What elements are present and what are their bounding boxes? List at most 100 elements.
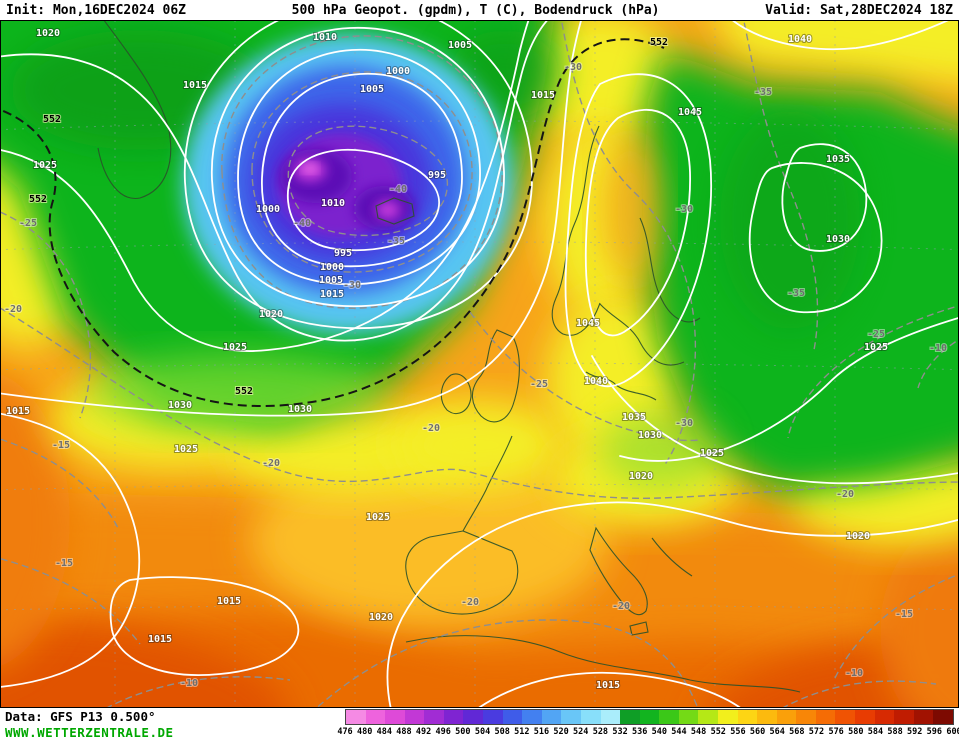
temperature-label: -35 [387,236,405,247]
color-scale-cell [365,710,386,724]
temperature-label: -10 [845,668,863,679]
color-scale-cell [776,710,797,724]
map-footer: Data: GFS P13 0.500° WWW.WETTERZENTRALE.… [0,708,959,741]
color-scale-tick-label: 476 [337,727,353,737]
isobar-label: 1030 [826,234,850,245]
isobar-label: 1045 [678,107,702,118]
isobar-label: 1025 [864,342,888,353]
color-scale-cell [385,710,405,724]
color-scale-cell [913,710,934,724]
init-time: Init: Mon,16DEC2024 06Z [6,3,187,18]
valid-time: Valid: Sat,28DEC2024 18Z [765,3,953,18]
isobar-label: 995 [334,248,352,259]
temperature-label: -30 [343,280,361,291]
temperature-label: -25 [19,218,37,229]
isobar-label: 1030 [638,430,662,441]
temperature-label: -25 [867,329,885,340]
color-scale-tick-label: 588 [887,727,903,737]
isobar-label: 1015 [217,596,241,607]
isobar-label: 1015 [6,406,30,417]
temperature-label: -15 [895,609,913,620]
isobar-label: 1010 [313,32,337,43]
isobar-label: 1020 [369,612,393,623]
isobar-label: 1000 [320,262,344,273]
color-scale-cell [659,710,679,724]
color-scale-tick-label: 556 [730,727,746,737]
color-scale-cell [815,710,836,724]
temperature-label: -20 [612,601,630,612]
color-scale-tick-label: 544 [671,727,687,737]
isobar-label: 1020 [629,471,653,482]
isobar-label: 1025 [174,444,198,455]
map-title: 500 hPa Geopot. (gpdm), T (C), Bodendruc… [291,3,660,18]
geopotential-label: 552 [650,37,668,48]
geopotential-label: 552 [43,114,61,125]
color-scale-cell [639,710,660,724]
isobar-label: 1015 [148,634,172,645]
temperature-label: -20 [422,423,440,434]
color-scale-cell [424,710,444,724]
temperature-label: -15 [55,558,73,569]
isobar-label: 1040 [584,376,608,387]
pressure-contours [0,20,959,708]
color-scale-cell [502,710,523,724]
color-scale-cell [757,710,777,724]
color-scale-cell [855,710,875,724]
isobar-label: 1010 [321,198,345,209]
color-scale-tick-label: 548 [690,727,707,737]
color-scale-bar [345,709,954,725]
data-source-label: Data: GFS P13 0.500° [5,709,156,724]
color-scale-cell [483,710,503,724]
color-scale-tick-label: 536 [631,727,648,737]
temperature-label: -30 [675,418,693,429]
isobar-label: 1015 [596,680,620,691]
geopotential-label: 552 [235,386,253,397]
temperature-label: -30 [564,62,582,73]
color-scale-cell [835,710,856,724]
isobar-label: 1005 [360,84,384,95]
color-scale-labels: 476 480 484 488 492 496 500 504 508 512 516 520 524 5… [337,727,959,739]
isobar-label: 1025 [223,342,247,353]
color-scale-tick-label: 488 [396,727,412,737]
color-scale-cell [678,710,699,724]
temperature-label: -35 [787,288,805,299]
color-scale-cell [717,710,738,724]
color-scale-tick-label: 508 [494,727,510,737]
color-scale-tick-label: 480 [356,727,373,737]
color-scale-cell [346,710,366,724]
isobar-label: 1020 [36,28,60,39]
geopotential-contour-552 [0,38,665,407]
color-scale-tick-label: 496 [435,727,451,737]
color-scale-tick-label: 560 [749,727,766,737]
geopotential-label: 552 [29,194,47,205]
color-scale-tick-label: 572 [808,727,825,737]
color-scale-tick-label: 596 [926,727,943,737]
isobar-label: 1030 [288,404,312,415]
isobar-label: 1005 [319,275,343,286]
color-scale-cell [404,710,425,724]
temperature-label: -30 [675,204,693,215]
temperature-label: -20 [262,458,280,469]
color-scale-tick-label: 568 [789,727,805,737]
color-scale-tick-label: 540 [651,727,667,737]
color-scale-tick-label: 576 [828,727,844,737]
temperature-label: -20 [461,597,479,608]
temperature-label: -35 [754,87,772,98]
color-scale-tick-label: 504 [474,727,491,737]
temperature-label: -10 [929,343,947,354]
weather-map: 1020 101010001005100599510151015102510001… [0,20,959,708]
isobar-label: 1020 [846,531,870,542]
color-scale-cell [443,710,464,724]
color-scale-tick-label: 484 [376,727,392,737]
color-scale-cell [600,710,621,724]
color-scale-tick-label: 516 [533,727,550,737]
color-scale-cell [796,710,816,724]
color-scale-tick-label: 512 [514,727,530,737]
color-scale-cell [580,710,601,724]
graticule [0,20,959,708]
color-scale-cell [620,710,640,724]
color-scale-tick-label: 600 [946,727,959,737]
temperature-label: -20 [836,489,854,500]
isobar-label: 1045 [576,318,600,329]
isobar-label: 1015 [531,90,555,101]
